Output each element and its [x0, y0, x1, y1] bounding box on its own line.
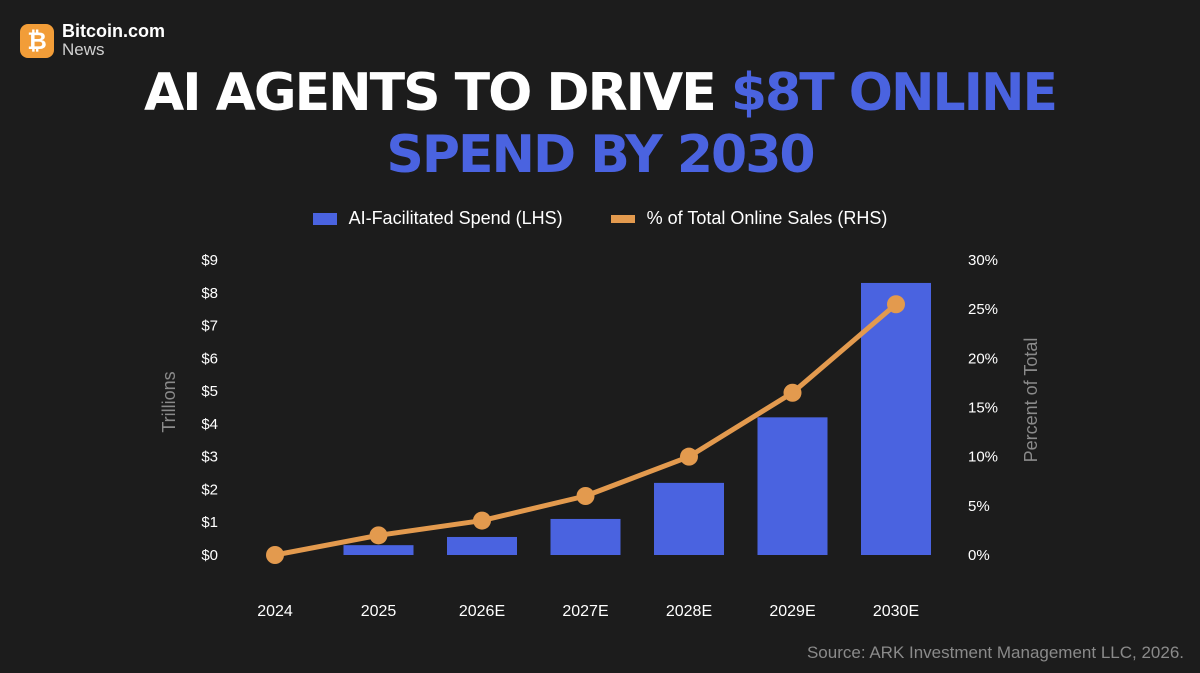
line-series: [266, 295, 905, 564]
right-tick-label: 30%: [968, 252, 998, 269]
bar: [757, 417, 828, 555]
left-tick-label: $4: [201, 416, 218, 433]
x-tick-label: 2029E: [769, 603, 815, 620]
right-tick-label: 20%: [968, 350, 998, 367]
right-tick-label: 15%: [968, 400, 998, 417]
left-tick-label: $0: [201, 547, 218, 564]
line-point: [369, 526, 388, 545]
chart-legend: AI-Facilitated Spend (LHS) % of Total On…: [0, 208, 1200, 229]
x-tick-label: 2025: [361, 603, 397, 620]
line-point: [887, 295, 905, 314]
left-tick-label: $9: [201, 252, 218, 269]
brand-subtitle: News: [62, 40, 105, 59]
title-accent-text-2: SPEND BY 2030: [386, 125, 815, 185]
bar: [343, 545, 414, 555]
line-point: [473, 511, 491, 530]
left-tick-label: $6: [201, 350, 218, 367]
right-tick-label: 5%: [968, 498, 990, 515]
title-accent-text: $8T ONLINE: [730, 63, 1058, 123]
left-tick-label: $8: [201, 285, 218, 302]
left-tick-label: $5: [201, 383, 218, 400]
x-tick-label: 2024: [257, 603, 293, 620]
bitcoin-icon: ₿: [20, 24, 54, 58]
line-point: [680, 447, 698, 466]
left-tick-label: $2: [201, 481, 218, 498]
source-note: Source: ARK Investment Management LLC, 2…: [806, 643, 1184, 662]
legend-swatch-bar: [312, 212, 337, 225]
bar-series: [343, 282, 931, 555]
left-tick-label: $7: [201, 318, 218, 335]
right-tick-label: 0%: [968, 547, 990, 564]
right-axis-ticks: 0% 5% 10% 15% 20% 25% 30%: [968, 252, 998, 564]
bar: [550, 518, 621, 555]
brand-logo: ₿ Bitcoin.com News: [20, 22, 165, 58]
left-tick-label: $3: [201, 449, 218, 466]
legend-swatch-line: [610, 214, 635, 223]
x-tick-label: 2028E: [666, 603, 712, 620]
legend-item-line: % of Total Online Sales (RHS): [610, 208, 888, 229]
legend-label-bars: AI-Facilitated Spend (LHS): [348, 208, 563, 228]
left-tick-label: $1: [201, 514, 218, 531]
bar: [861, 282, 931, 555]
right-tick-label: 10%: [968, 449, 998, 466]
chart-title-line-2: SPEND BY 2030: [0, 124, 1200, 186]
line-point: [576, 487, 595, 505]
right-axis-title: Percent of Total: [1021, 338, 1041, 463]
brand-name: Bitcoin.com: [62, 21, 166, 41]
bar: [654, 482, 724, 555]
left-axis-ticks: $0 $1 $2 $3 $4 $5 $6 $7 $8 $9: [201, 252, 218, 564]
bar: [447, 536, 517, 555]
line-point: [266, 546, 284, 564]
legend-item-bars: AI-Facilitated Spend (LHS): [312, 208, 563, 229]
chart-title-line-1: AI AGENTS TO DRIVE $8T ONLINE: [0, 62, 1200, 124]
left-axis-title: Trillions: [159, 371, 179, 432]
line-point: [783, 383, 802, 402]
x-tick-label: 2030E: [873, 603, 919, 620]
x-tick-label: 2027E: [562, 603, 608, 620]
title-white-text: AI AGENTS TO DRIVE: [143, 63, 731, 123]
right-tick-label: 25%: [968, 301, 998, 318]
x-tick-label: 2026E: [459, 603, 505, 620]
legend-label-line: % of Total Online Sales (RHS): [646, 208, 888, 228]
x-axis-ticks: 2024 2025 2026E 2027E 2028E 2029E 2030E: [257, 603, 919, 620]
